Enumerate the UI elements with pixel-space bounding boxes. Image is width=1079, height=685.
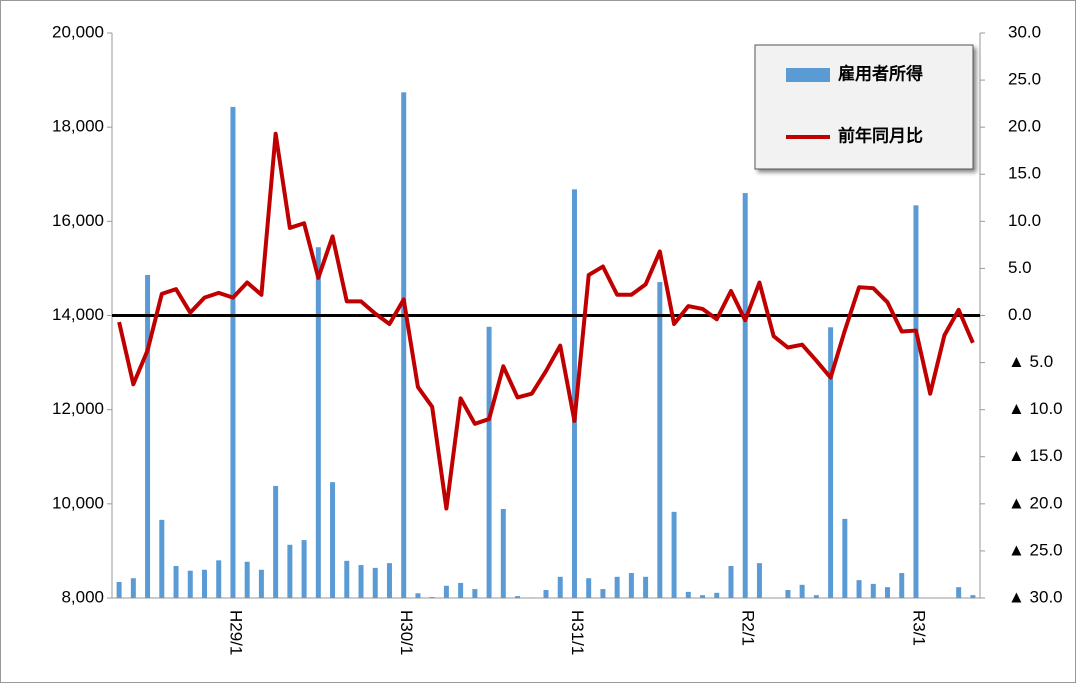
legend-label: 雇用者所得 (838, 63, 923, 83)
y2-tick-label: ▲ 30.0 (1008, 587, 1063, 606)
bar (600, 589, 606, 598)
bar (372, 567, 378, 598)
bar (557, 576, 563, 598)
bar (813, 595, 819, 598)
bar (700, 595, 706, 598)
x-tick-label: H31/1 (568, 610, 587, 655)
bar (913, 205, 919, 598)
bar (429, 597, 435, 598)
bar (614, 576, 620, 598)
y2-tick-label: 15.0 (1008, 164, 1041, 183)
bar (785, 589, 791, 598)
x-tick-label: H30/1 (397, 610, 416, 655)
bar (187, 570, 193, 598)
y2-tick-label: 0.0 (1008, 305, 1032, 324)
bar (315, 247, 321, 598)
y-tick-label: 8,000 (61, 587, 104, 606)
bar (885, 587, 891, 598)
bar (344, 560, 350, 598)
bar (742, 193, 748, 599)
x-tick-label: R3/1 (909, 610, 928, 646)
bar (358, 565, 364, 598)
y2-tick-label: 20.0 (1008, 117, 1041, 136)
line (117, 131, 975, 511)
bar (386, 563, 392, 598)
y2-tick-label: 5.0 (1008, 258, 1032, 277)
legend-label: 前年同月比 (838, 125, 923, 145)
y-tick-label: 16,000 (52, 211, 104, 230)
bar (756, 563, 762, 598)
y2-tick-label: ▲ 15.0 (1008, 446, 1063, 465)
y2-tick-label: ▲ 5.0 (1008, 352, 1053, 371)
bar (671, 511, 677, 598)
bar (443, 585, 449, 598)
y-tick-label: 20,000 (52, 22, 104, 41)
bar (956, 587, 962, 598)
bar (173, 565, 179, 598)
bar (970, 595, 976, 598)
legend-swatch (786, 68, 830, 82)
bar (828, 327, 834, 598)
bar (330, 482, 336, 598)
bar (230, 106, 236, 598)
y2-tick-label: 10.0 (1008, 211, 1041, 230)
y2-tick-label: ▲ 10.0 (1008, 399, 1063, 418)
y-tick-label: 18,000 (52, 117, 104, 136)
bar (415, 593, 421, 598)
bar (301, 540, 307, 598)
bar (685, 591, 691, 598)
bar (899, 573, 905, 598)
bar (856, 580, 862, 598)
bar (586, 578, 592, 598)
bar (159, 519, 165, 598)
bar (628, 573, 634, 598)
bar (571, 189, 577, 599)
y2-tick-label: ▲ 20.0 (1008, 493, 1063, 512)
bar (130, 578, 136, 598)
bar (714, 592, 720, 598)
bar (244, 561, 250, 598)
bar (643, 576, 649, 598)
bar (273, 485, 279, 598)
bar (458, 582, 464, 598)
y-tick-label: 12,000 (52, 399, 104, 418)
bar (799, 584, 805, 598)
bar (472, 589, 478, 598)
bar (543, 589, 549, 598)
bar (486, 326, 492, 598)
y2-tick-label: ▲ 25.0 (1008, 540, 1063, 559)
bar (401, 92, 407, 598)
y2-tick-label: 30.0 (1008, 22, 1041, 41)
x-tick-label: H29/1 (226, 610, 245, 655)
bar (657, 282, 663, 598)
legend-box (754, 44, 974, 170)
bar (116, 581, 122, 598)
x-tick-label: R2/1 (739, 610, 758, 646)
bar (515, 596, 521, 598)
bar (842, 518, 848, 598)
plot: 8,000 10,000 12,000 14,000 16,000 18,000 20,00… (52, 22, 1063, 655)
bar (145, 275, 151, 598)
bar (201, 569, 207, 598)
y-tick-label: 10,000 (52, 493, 104, 512)
bar (870, 583, 876, 598)
bar (500, 509, 506, 598)
bar (287, 544, 293, 598)
bar (258, 569, 264, 598)
bar (728, 565, 734, 598)
bar (216, 560, 222, 598)
y-tick-label: 14,000 (52, 305, 104, 324)
y2-tick-label: 25.0 (1008, 70, 1041, 89)
